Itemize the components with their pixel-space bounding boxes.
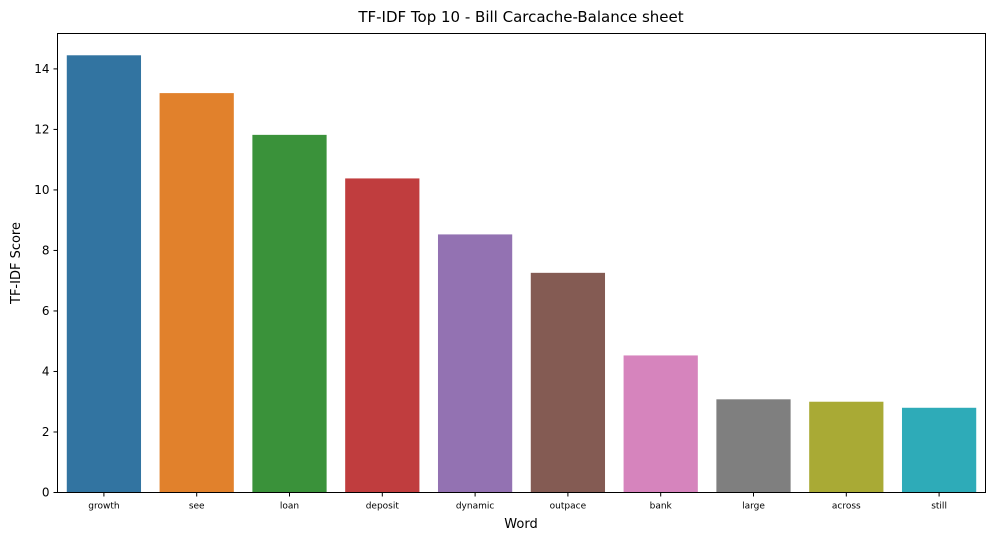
x-tick-label: bank	[650, 502, 673, 512]
x-tick-label: across	[832, 502, 861, 512]
bar-see	[159, 93, 234, 493]
x-tick-label: deposit	[366, 502, 400, 512]
chart-title: TF-IDF Top 10 - Bill Carcache-Balance sh…	[357, 8, 683, 26]
x-tick-label: dynamic	[456, 502, 495, 512]
y-tick-label: 12	[34, 122, 49, 136]
bar-dynamic	[437, 234, 513, 493]
y-tick-label: 14	[34, 62, 49, 76]
x-axis-label: Word	[504, 517, 537, 532]
bar-growth	[66, 55, 142, 493]
x-tick-label: growth	[88, 502, 119, 512]
y-axis-label: TF-IDF Score	[9, 222, 24, 305]
y-tick-label: 2	[42, 425, 50, 439]
x-tick-label: large	[742, 502, 765, 512]
bar-loan	[252, 134, 327, 493]
y-axis: 0 2 4 6 8 10 12 14	[34, 62, 58, 500]
y-tick-label: 6	[42, 304, 50, 318]
y-tick-label: 10	[34, 183, 49, 197]
x-tick-label: outpace	[550, 502, 587, 512]
x-axis: growth see loan deposit dynamic outpace bank la…	[88, 492, 947, 512]
bar-deposit	[345, 178, 420, 493]
plot-frame	[57, 33, 986, 493]
y-tick-label: 0	[42, 486, 50, 500]
bars-layer	[66, 55, 977, 493]
x-tick-label: still	[931, 502, 947, 512]
y-tick-label: 8	[42, 243, 50, 257]
bar-outpace	[530, 272, 606, 493]
bar-bank	[623, 355, 698, 493]
bar-across	[809, 401, 884, 493]
x-tick-label: see	[189, 502, 205, 512]
x-tick-label: loan	[280, 502, 299, 512]
bar-still	[901, 407, 977, 493]
y-tick-label: 4	[42, 364, 50, 378]
bar-large	[716, 399, 791, 493]
